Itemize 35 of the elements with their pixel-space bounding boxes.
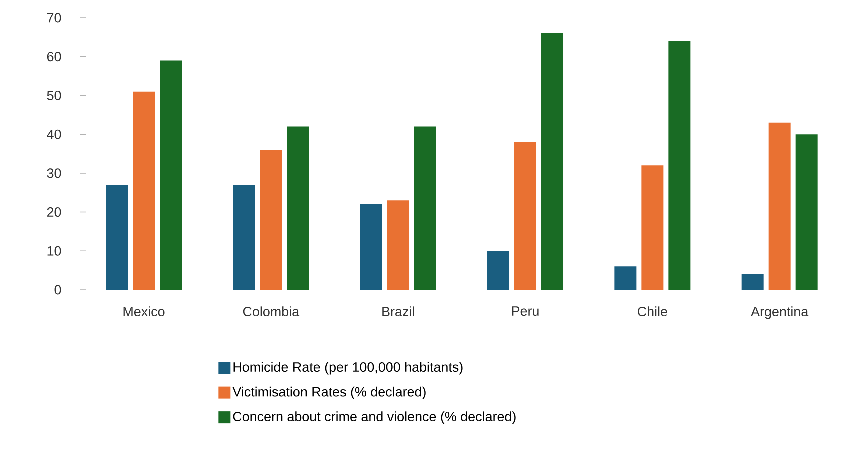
x-tick-label: Peru [512,306,539,316]
bar [360,204,382,290]
y-tick-label: 60 [47,52,62,62]
legend-label: Victimisation Rates (% declared) [232,386,426,400]
bar [668,41,691,290]
legend-label: Concern about crime and violence (% declared) [233,412,516,424]
y-tick-label: 20 [47,208,62,218]
bar [133,92,155,290]
legend-label: Homicide Rate (per 100,000 habitants) [234,362,463,375]
bar [614,266,637,290]
bar [488,251,510,290]
x-tick-label: Chile [638,306,668,317]
bar [796,134,818,290]
y-tick-label: 0 [54,285,62,295]
bar [260,150,282,290]
y-tick-label: 40 [47,130,62,140]
bar [742,274,764,290]
bar [160,60,182,290]
y-tick-label: 70 [47,13,62,23]
x-tick-label: Mexico [124,306,165,317]
y-tick-label: 30 [47,168,62,178]
x-tick-label: Brazil [382,306,414,317]
bar [387,200,410,290]
bar [768,122,791,290]
bar [514,142,537,290]
x-tick-label: Argentina [751,306,809,320]
bar [233,185,256,290]
y-tick-label: 50 [47,90,62,100]
bar [287,126,310,290]
bar [642,166,664,290]
bar [542,34,564,290]
x-tick-label: Colombia [243,306,300,317]
bar [414,126,436,290]
bar [106,185,128,290]
y-tick-label: 10 [48,246,62,256]
